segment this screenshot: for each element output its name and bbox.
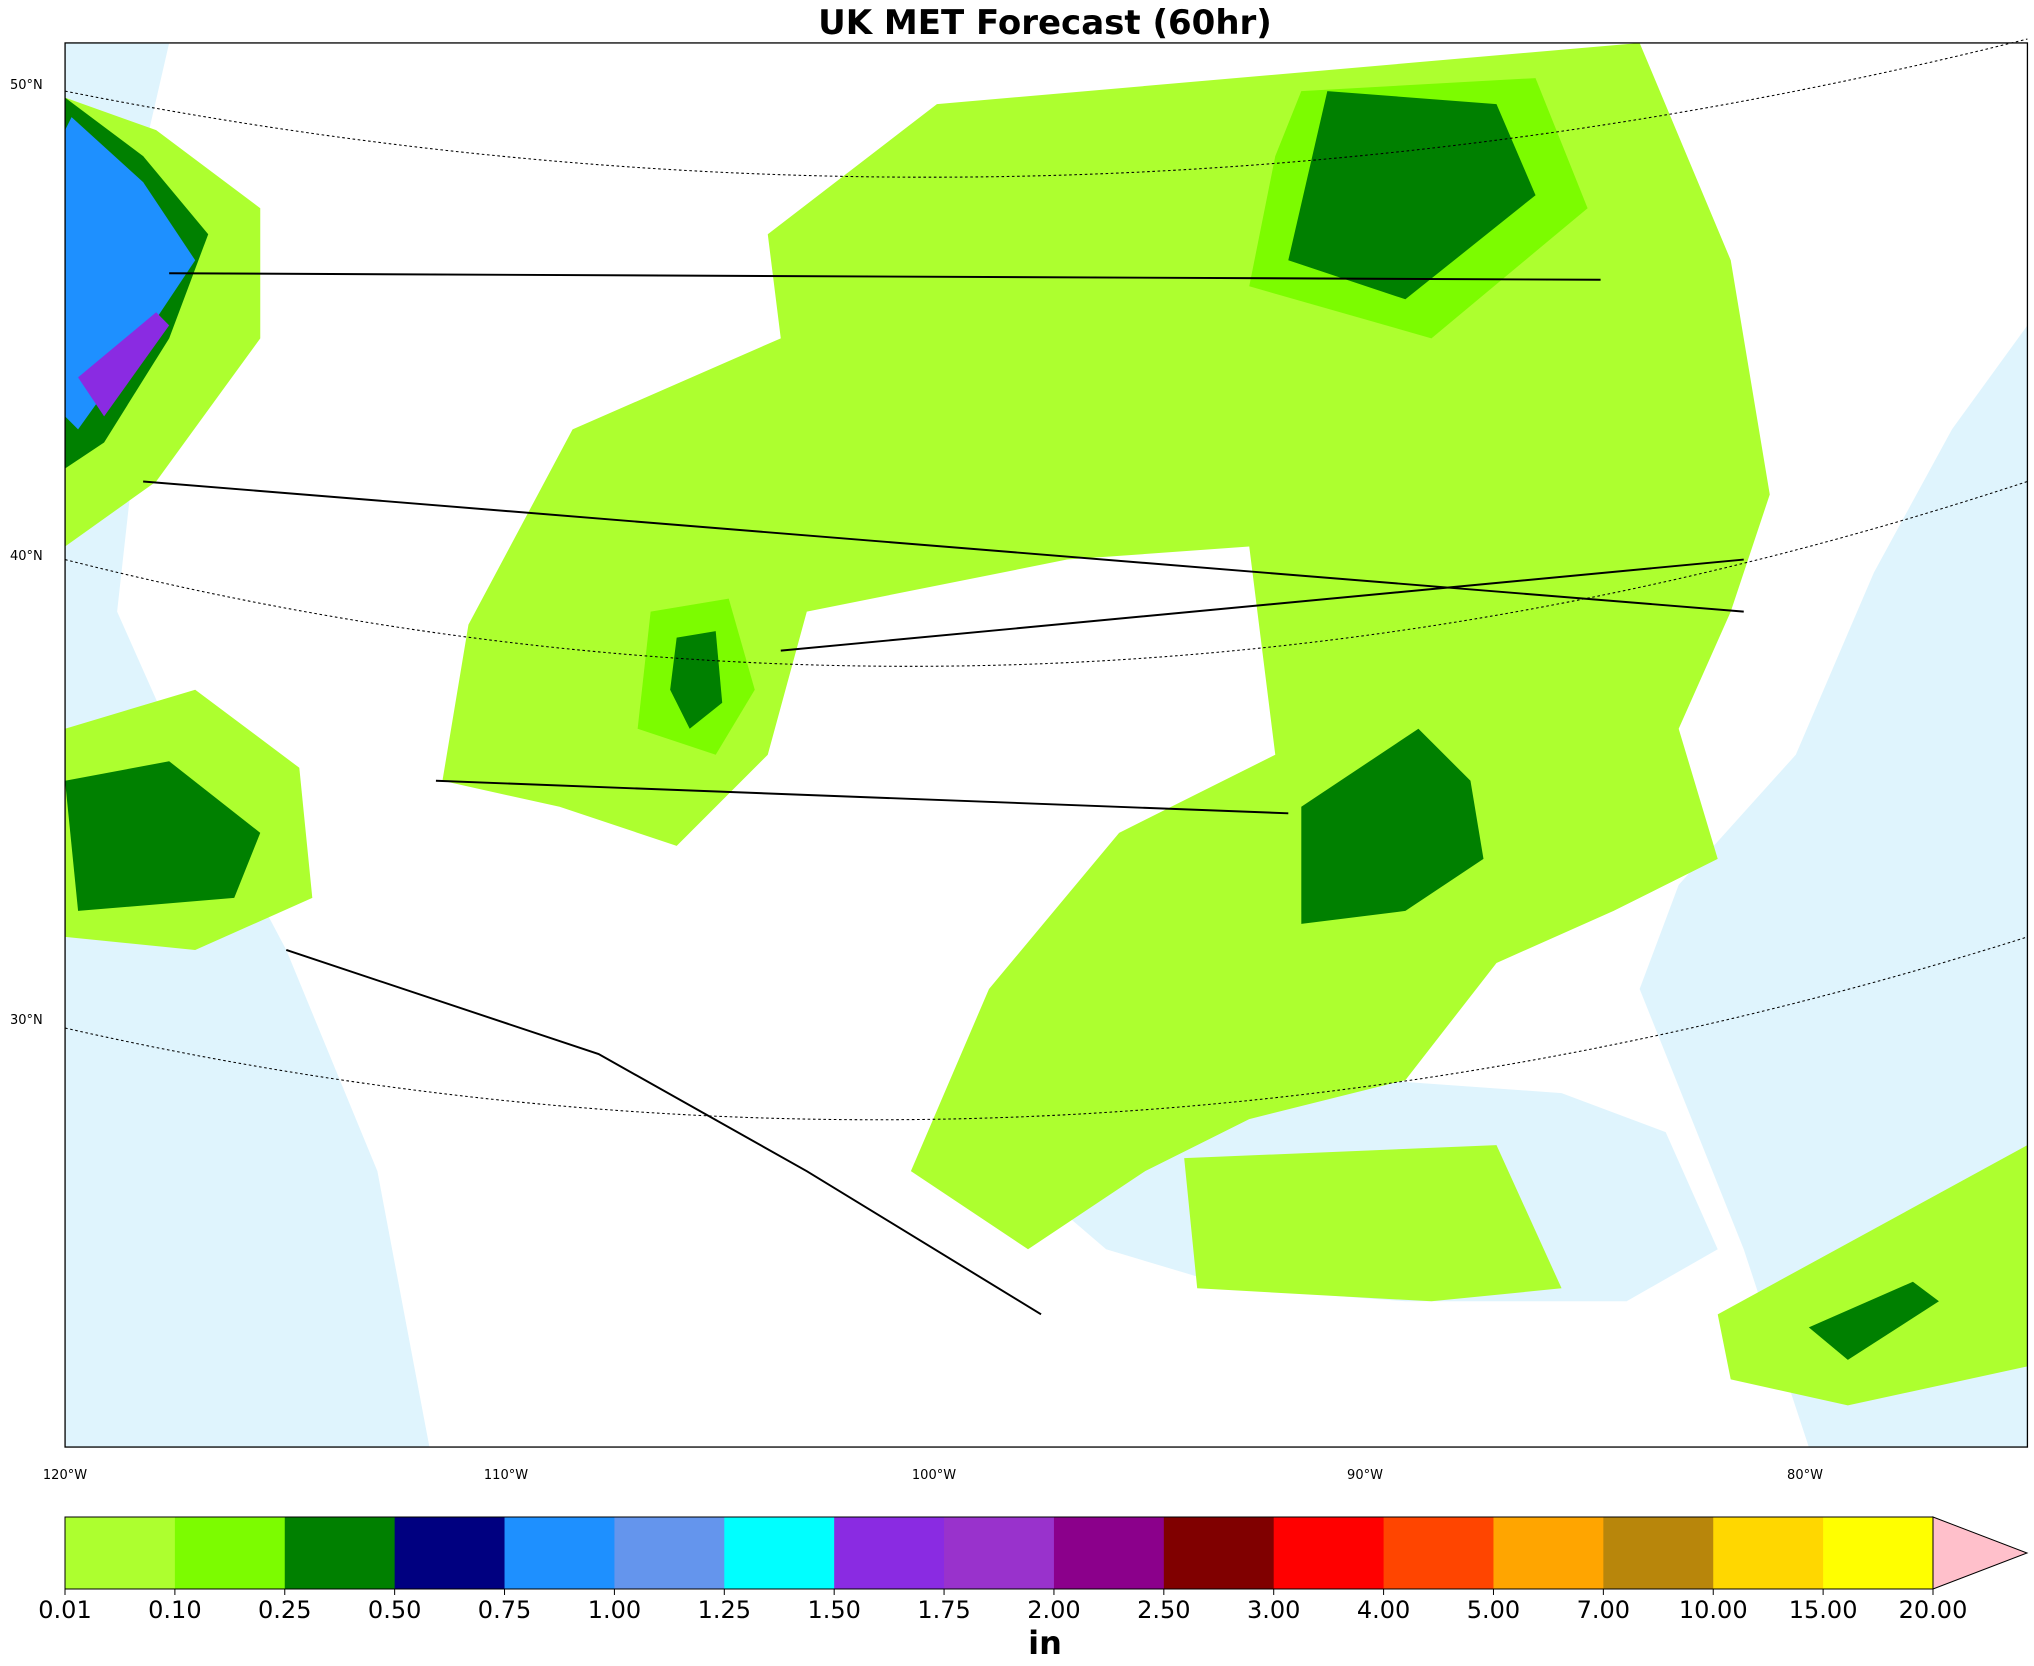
lat-label: 30°N	[10, 1013, 43, 1028]
colorbar-swatch	[1273, 1517, 1385, 1589]
colorbar-label: 1.75	[917, 1596, 970, 1624]
borders	[143, 272, 1744, 1316]
precip-area	[78, 312, 170, 417]
precip-area	[670, 631, 723, 729]
colorbar-swatch	[1053, 1517, 1165, 1589]
lat-label: 40°N	[10, 549, 43, 564]
lon-label: 80°W	[1787, 1468, 1823, 1483]
precip-area	[1184, 1145, 1562, 1302]
colorbar-label: 4.00	[1357, 1596, 1410, 1624]
colorbar-label: 20.00	[1899, 1596, 1968, 1624]
colorbar-label: 7.00	[1577, 1596, 1630, 1624]
colorbar-extend	[1932, 1516, 2029, 1590]
precip-area	[1808, 1281, 1939, 1360]
precip-area	[442, 42, 1770, 1250]
colorbar-label: 3.00	[1247, 1596, 1300, 1624]
map	[64, 38, 2029, 1448]
lat-label: 50°N	[10, 78, 43, 93]
colorbar-label: 1.00	[588, 1596, 641, 1624]
colorbar-swatch	[504, 1517, 615, 1589]
colorbar-label: 1.50	[807, 1596, 860, 1624]
colorbar-label: 2.00	[1027, 1596, 1080, 1624]
colorbar-swatch	[284, 1517, 396, 1589]
lon-label: 100°W	[912, 1468, 956, 1483]
colorbar-label: 0.25	[258, 1596, 311, 1624]
precip-area	[1301, 728, 1484, 924]
colorbar-swatch	[1603, 1517, 1714, 1589]
colorbar-swatch	[1823, 1517, 1934, 1589]
precip-area	[65, 117, 196, 430]
map-title: UK MET Forecast (60hr)	[818, 3, 1272, 43]
colorbar-label: 10.00	[1679, 1596, 1748, 1624]
colorbar-swatch	[174, 1517, 286, 1589]
colorbar-swatch	[1493, 1517, 1604, 1589]
precip-area	[1717, 1145, 2028, 1406]
colorbar-frame	[64, 1516, 1934, 1590]
colorbar-swatch	[1713, 1517, 1824, 1589]
atlantic-ocean	[1639, 325, 2028, 1448]
lon-label: 90°W	[1347, 1468, 1383, 1483]
precip-area	[65, 761, 261, 911]
colorbar-label: 5.00	[1467, 1596, 1520, 1624]
colorbar-label: 1.25	[698, 1596, 751, 1624]
colorbar-label: 0.75	[478, 1596, 531, 1624]
lon-label: 120°W	[43, 1468, 87, 1483]
graticule	[64, 38, 2028, 1121]
colorbar-swatch	[1383, 1517, 1494, 1589]
colorbar-swatch	[724, 1517, 835, 1589]
colorbar: 0.01 0.10 0.25 0.50 0.75 1.00 1.25 1.50 1.75 2.00…	[38, 1516, 2029, 1624]
colorbar-swatch	[944, 1517, 1055, 1589]
map-frame	[64, 42, 2029, 1448]
colorbar-swatch	[65, 1517, 176, 1589]
colorbar-swatch	[834, 1517, 945, 1589]
colorbar-swatch	[614, 1517, 725, 1589]
precip-area	[1288, 91, 1536, 300]
colorbar-label: 0.10	[148, 1596, 201, 1624]
colorbar-label: 0.01	[38, 1596, 91, 1624]
colorbar-label: 2.50	[1137, 1596, 1190, 1624]
colorbar-swatch	[394, 1517, 506, 1589]
colorbar-swatch	[1163, 1517, 1275, 1589]
colorbar-label: 0.50	[368, 1596, 421, 1624]
lon-label: 110°W	[484, 1468, 528, 1483]
colorbar-label: 15.00	[1789, 1596, 1858, 1624]
colorbar-unit: in	[1028, 1624, 1062, 1662]
